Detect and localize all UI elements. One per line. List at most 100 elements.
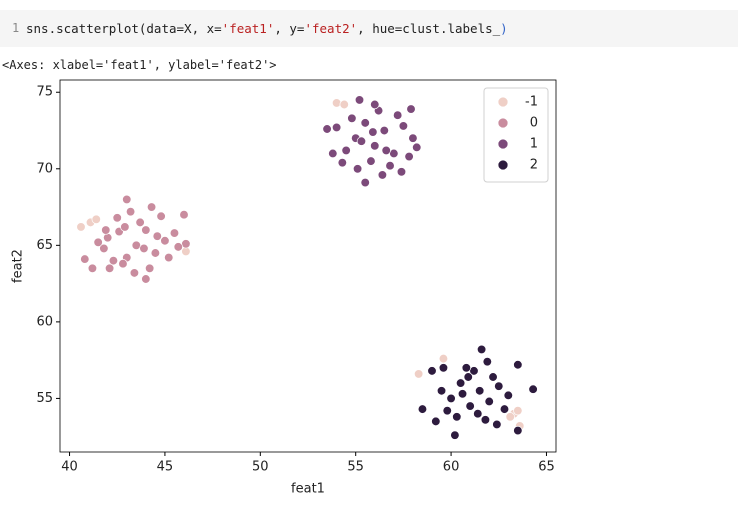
- point: [366, 156, 376, 166]
- point: [118, 259, 128, 269]
- point: [370, 99, 380, 110]
- point: [385, 161, 395, 171]
- point: [528, 384, 538, 394]
- point: [331, 98, 342, 108]
- point: [492, 419, 502, 430]
- point: [457, 389, 468, 399]
- legend-label: 1: [530, 137, 538, 152]
- y-tick-label: 75: [36, 85, 53, 100]
- point: [120, 222, 130, 232]
- point: [431, 416, 441, 427]
- point: [99, 243, 109, 254]
- point: [104, 263, 115, 273]
- point: [442, 406, 452, 416]
- point: [499, 404, 510, 414]
- point: [379, 125, 389, 136]
- point: [125, 207, 136, 217]
- point: [482, 357, 492, 367]
- point: [465, 401, 475, 411]
- point: [103, 233, 113, 243]
- point: [122, 194, 132, 205]
- point: [398, 121, 409, 131]
- point: [173, 242, 183, 252]
- point: [339, 99, 349, 110]
- y-tick-label: 55: [36, 391, 53, 406]
- x-tick-label: 65: [538, 460, 555, 475]
- point: [404, 151, 414, 162]
- point: [461, 363, 471, 373]
- x-tick-label: 40: [61, 460, 78, 475]
- point: [480, 415, 491, 425]
- point: [91, 214, 101, 224]
- point: [108, 255, 119, 266]
- legend-marker: [497, 117, 509, 129]
- point: [76, 222, 86, 232]
- point: [513, 360, 523, 370]
- code-token: , hue=clust.labels_: [357, 21, 501, 36]
- point: [160, 236, 170, 246]
- point: [396, 167, 407, 177]
- point: [141, 225, 151, 235]
- point: [484, 396, 494, 407]
- legend-label: -1: [525, 95, 538, 110]
- code-token: 'feat1': [221, 21, 275, 36]
- point: [413, 369, 424, 379]
- point: [446, 393, 456, 404]
- points: [76, 95, 538, 440]
- point: [347, 113, 357, 123]
- point: [503, 390, 513, 401]
- point: [139, 243, 149, 254]
- point: [360, 177, 370, 188]
- legend-label: 2: [530, 158, 538, 173]
- code-token: 'feat2': [304, 21, 358, 36]
- x-axis-label: feat1: [291, 482, 325, 497]
- point: [427, 366, 437, 376]
- point: [408, 133, 418, 143]
- point: [377, 170, 388, 180]
- point: [331, 122, 342, 133]
- legend-label: 0: [530, 116, 538, 131]
- point: [179, 210, 189, 220]
- point: [513, 425, 523, 436]
- point: [112, 213, 122, 223]
- point: [450, 430, 460, 440]
- point: [455, 378, 466, 388]
- code: sns.scatterplot(data=X, x='feat1', y='fe…: [26, 21, 508, 36]
- output-text: <Axes: xlabel='feat1', ylabel='feat2'>: [2, 58, 277, 72]
- point: [354, 95, 365, 105]
- point: [475, 386, 485, 396]
- code-cell[interactable]: 1 sns.scatterplot(data=X, x='feat1', y='…: [0, 10, 738, 47]
- point: [322, 124, 332, 134]
- point: [101, 225, 111, 235]
- point: [341, 145, 351, 156]
- point: [412, 142, 422, 153]
- point: [80, 254, 90, 264]
- point: [356, 136, 367, 146]
- x-tick-label: 55: [347, 460, 364, 475]
- axes-frame: [59, 79, 557, 453]
- point: [87, 263, 98, 273]
- point: [513, 406, 523, 416]
- point: [406, 104, 416, 114]
- code-token: sns.scatterplot(data=X, x=: [26, 21, 222, 36]
- y-tick-label: 60: [36, 314, 53, 329]
- line-number: 1: [12, 21, 20, 35]
- legend-marker: [497, 159, 509, 171]
- point: [169, 228, 180, 238]
- point: [463, 372, 473, 382]
- point: [164, 252, 174, 263]
- y-tick-label: 70: [36, 161, 53, 176]
- point: [135, 217, 145, 228]
- point: [370, 141, 380, 151]
- legend-box: [483, 87, 549, 183]
- x-tick-label: 45: [157, 460, 174, 475]
- point: [152, 231, 162, 241]
- point: [368, 127, 378, 137]
- point: [360, 118, 370, 128]
- legend-marker: [497, 96, 509, 108]
- point: [352, 164, 363, 174]
- point: [494, 381, 504, 391]
- point: [146, 202, 157, 212]
